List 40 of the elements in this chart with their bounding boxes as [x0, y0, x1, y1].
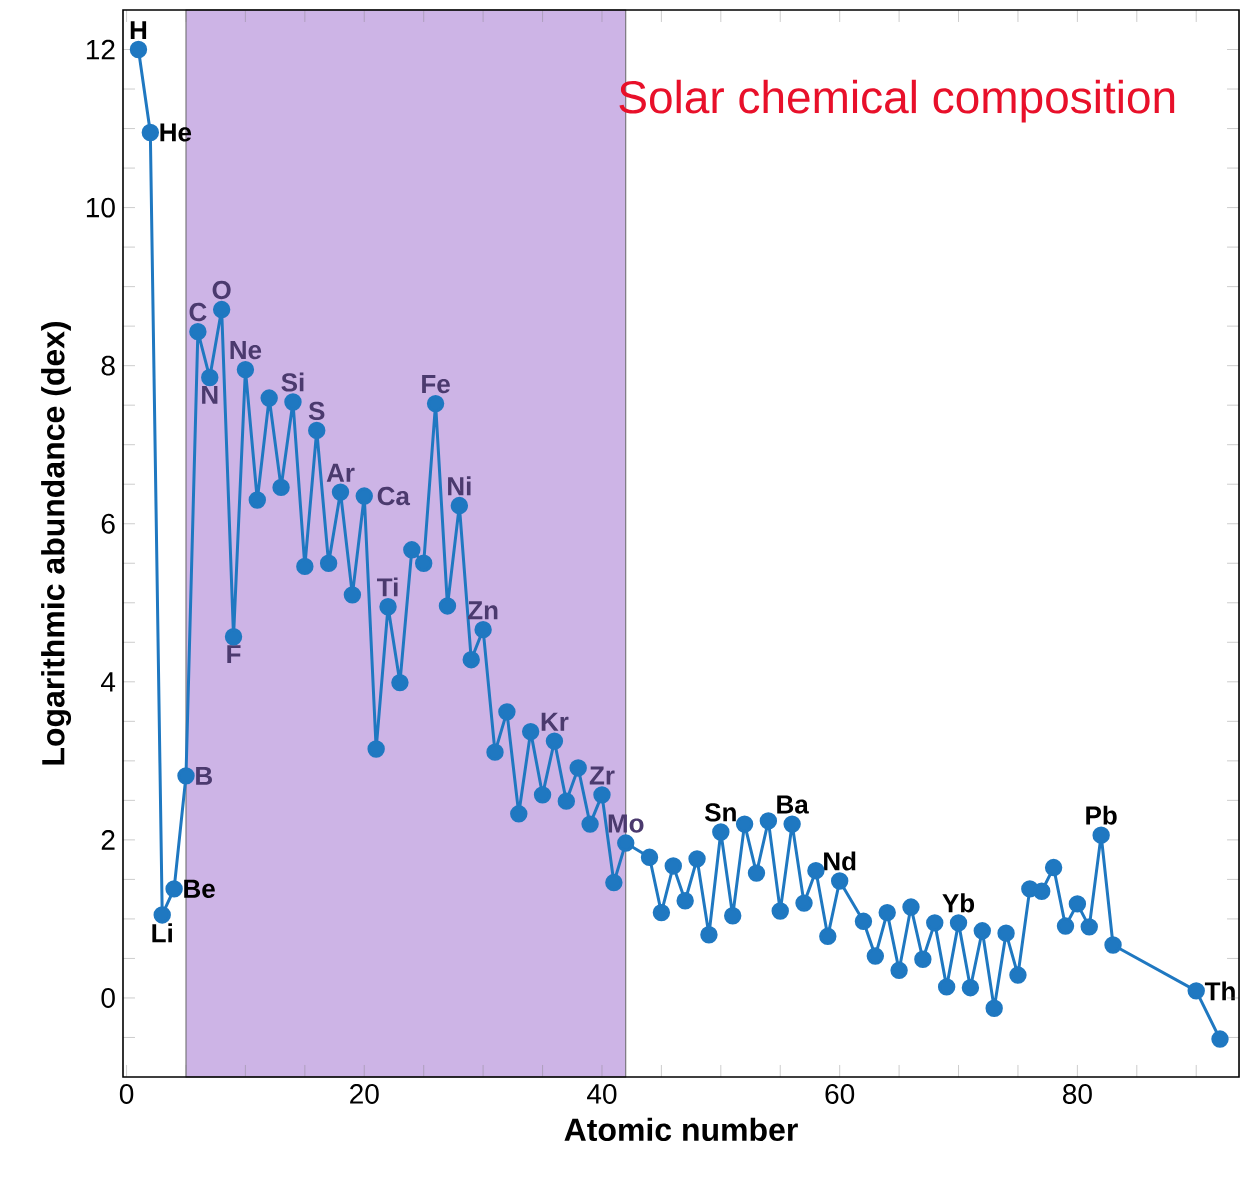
y-tick-label: 10 [86, 197, 115, 218]
annotation: Ne [230, 341, 262, 360]
x-tick-label: 0 [119, 1084, 134, 1104]
annotation: S [308, 401, 325, 421]
annotation: Be [184, 879, 215, 898]
y-tick-label: 4 [100, 672, 116, 692]
annotation: Ba [777, 795, 809, 814]
annotation: Ar [326, 463, 355, 482]
annotation: He [160, 123, 192, 142]
annotation: Ni [448, 476, 471, 496]
annotation: C [189, 302, 207, 322]
annotation: Th [1204, 981, 1235, 1001]
annotation: Li [152, 923, 172, 943]
y-tick-label: 2 [101, 830, 115, 850]
x-tick-label: 20 [350, 1084, 379, 1104]
x-tick-label: 40 [587, 1084, 617, 1104]
y-axis-title: Logarithmic abundance (dex) [41, 321, 72, 765]
annotation: Ti [377, 577, 398, 597]
annotation: Zr [589, 766, 615, 785]
x-tick-label: 60 [825, 1084, 855, 1104]
text: Solar chemical composition [619, 79, 1175, 123]
annotation: Kr [541, 712, 569, 731]
annotation: B [196, 766, 212, 785]
x-tick-label: 80 [1063, 1084, 1092, 1104]
annotation: F [227, 645, 241, 664]
annotation: Fe [422, 375, 450, 394]
annotation: H [130, 21, 147, 40]
annotation: O [212, 280, 231, 300]
annotation: Ca [377, 486, 411, 506]
x-axis-title: Atomic number [564, 1117, 798, 1142]
y-tick-label: 0 [101, 988, 115, 1008]
annotation: Sn [704, 803, 736, 822]
annotation: Pb [1086, 805, 1117, 825]
annotation: Nd [824, 851, 856, 871]
y-tick-label: 8 [101, 355, 115, 376]
annotation: Yb [942, 893, 975, 913]
y-tick-label: 6 [101, 513, 115, 534]
y-tick-label: 12 [86, 39, 115, 60]
annotation: N [202, 385, 218, 404]
annotation: Si [281, 372, 304, 392]
